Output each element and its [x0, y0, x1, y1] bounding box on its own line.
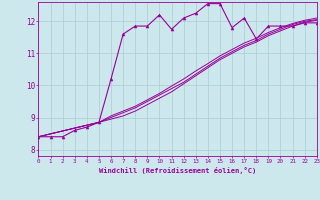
X-axis label: Windchill (Refroidissement éolien,°C): Windchill (Refroidissement éolien,°C) — [99, 167, 256, 174]
